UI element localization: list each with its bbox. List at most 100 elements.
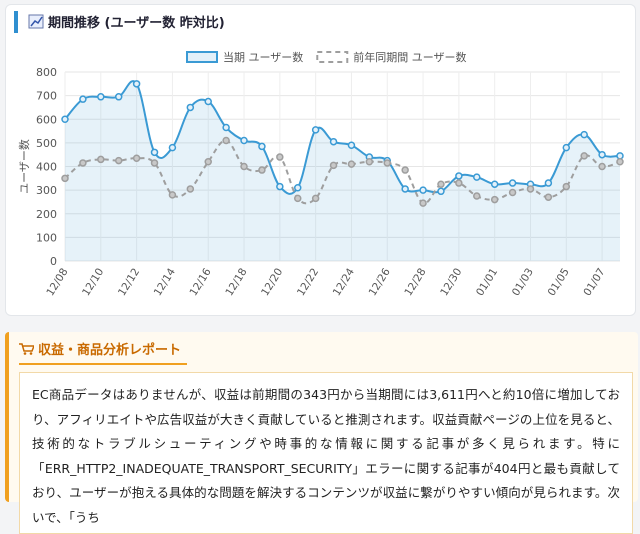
- point: [437, 187, 445, 196]
- point: [258, 166, 266, 174]
- point: [473, 192, 481, 200]
- point: [437, 180, 445, 188]
- y-tick-label: 200: [36, 208, 57, 221]
- y-tick-label: 700: [36, 90, 57, 103]
- point: [204, 97, 212, 106]
- point: [258, 142, 266, 151]
- point: [132, 154, 141, 162]
- point: [562, 143, 571, 152]
- point: [61, 174, 69, 183]
- x-tick-label: 12/22: [295, 266, 321, 298]
- point: [311, 194, 320, 203]
- point: [616, 152, 624, 160]
- point: [240, 136, 248, 145]
- legend-swatch: [316, 51, 349, 63]
- point: [347, 141, 356, 149]
- point: [132, 80, 141, 88]
- point: [580, 130, 588, 139]
- chart-icon: [28, 14, 44, 29]
- report-title: 収益・商品分析レポート: [38, 343, 182, 358]
- point: [61, 115, 69, 123]
- point: [383, 159, 392, 167]
- x-tick-label: 12/28: [402, 266, 428, 298]
- point: [401, 166, 409, 174]
- y-axis-title: ユーザー数: [18, 139, 31, 194]
- point: [276, 153, 284, 161]
- point: [401, 185, 409, 193]
- point: [240, 162, 248, 171]
- point: [365, 158, 374, 166]
- report-card: 収益・商品分析レポート EC商品データはありませんが、収益は前期間の343円から…: [5, 332, 638, 534]
- y-tick-label: 500: [36, 137, 57, 150]
- point: [222, 136, 230, 145]
- point: [419, 186, 427, 194]
- point: [97, 93, 105, 101]
- point: [347, 160, 356, 168]
- x-tick-label: 12/18: [223, 266, 249, 298]
- point: [186, 103, 195, 112]
- point: [276, 182, 284, 191]
- x-tick-label: 12/26: [367, 266, 393, 298]
- point: [329, 161, 338, 170]
- point: [455, 179, 463, 187]
- point: [473, 173, 481, 181]
- point: [150, 159, 159, 167]
- report-heading: 収益・商品分析レポート: [19, 339, 188, 365]
- legend-label: 前年同期間 ユーザー数: [353, 50, 466, 64]
- cart-icon: [19, 343, 36, 355]
- x-tick-label: 01/05: [546, 266, 572, 298]
- point: [222, 123, 230, 132]
- point: [293, 194, 302, 203]
- x-tick-label: 12/24: [331, 266, 357, 298]
- y-tick-label: 800: [36, 66, 57, 79]
- point: [186, 185, 195, 193]
- point: [114, 93, 123, 101]
- point: [329, 137, 338, 146]
- section-title: 期間推移 (ユーザー数 昨対比): [48, 15, 225, 31]
- point: [168, 191, 177, 199]
- point: [79, 95, 87, 103]
- point: [204, 158, 212, 166]
- y-tick-label: 300: [36, 184, 57, 197]
- chart-card: 期間推移 (ユーザー数 昨対比) 0 100 200 300 400 500 600 700 8…: [5, 4, 636, 316]
- point: [419, 199, 427, 207]
- y-tick-label: 100: [36, 231, 57, 244]
- point: [580, 152, 588, 160]
- point: [150, 148, 159, 157]
- point: [311, 126, 320, 134]
- x-tick-label: 12/20: [259, 266, 285, 298]
- x-tick-label: 12/30: [438, 266, 464, 298]
- x-tick-label: 12/12: [116, 266, 142, 298]
- point: [526, 185, 535, 193]
- x-tick-label: 12/10: [80, 266, 106, 298]
- point: [562, 182, 571, 191]
- y-tick-label: 400: [36, 161, 57, 174]
- point: [508, 179, 517, 187]
- x-tick-label: 01/01: [474, 266, 500, 298]
- point: [490, 195, 499, 204]
- point: [293, 184, 302, 192]
- point: [508, 188, 517, 197]
- point: [598, 162, 606, 171]
- legend-label: 当期 ユーザー数: [223, 50, 303, 64]
- x-tick-label: 01/07: [581, 266, 607, 298]
- x-tick-label: 12/08: [44, 266, 70, 298]
- page: 期間推移 (ユーザー数 昨対比) 0 100 200 300 400 500 600 700 8…: [5, 4, 638, 534]
- x-tick-label: 12/14: [152, 266, 178, 298]
- point: [544, 193, 553, 201]
- point: [114, 156, 123, 165]
- point: [97, 155, 105, 164]
- y-tick-label: 0: [50, 255, 57, 268]
- point: [79, 159, 87, 167]
- area: [65, 81, 620, 261]
- point: [455, 172, 463, 180]
- point: [490, 180, 499, 188]
- x-tick-label: 01/03: [510, 266, 536, 298]
- point: [616, 158, 624, 166]
- accent-bar: [14, 11, 18, 33]
- legend-swatch: [186, 51, 218, 63]
- y-tick-label: 600: [36, 113, 57, 126]
- x-tick-label: 12/16: [188, 266, 214, 298]
- point: [544, 179, 553, 187]
- report-text: EC商品データはありませんが、収益は前期間の343円から当期間には3,611円へ…: [19, 372, 633, 534]
